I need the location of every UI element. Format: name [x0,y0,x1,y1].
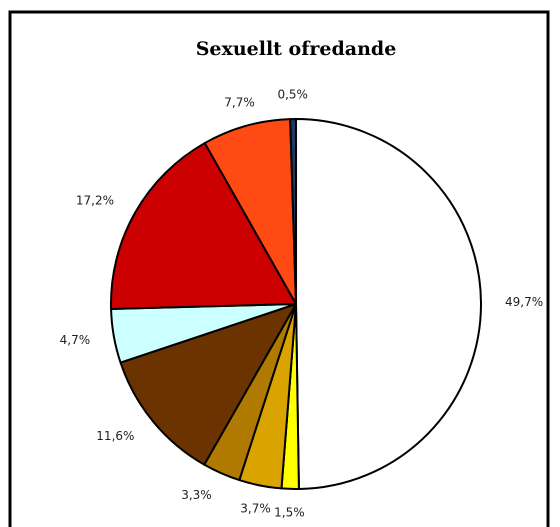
pie-slice [119,303,297,466]
data-label: 49,7% [505,295,543,309]
data-label: 3,3% [181,488,212,502]
data-label: 17,2% [76,194,114,208]
data-label: 4,7% [60,333,91,347]
data-label: 3,7% [240,502,271,516]
pie-slice [295,118,482,490]
data-label: 0,5% [277,88,308,102]
data-label: 1,5% [274,505,305,519]
chart-title: Sexuellt ofredande [196,38,397,60]
data-label: 11,6% [96,429,134,443]
pie-slice [110,142,297,310]
pie-slice [289,117,297,305]
data-label: 7,7% [224,95,255,109]
